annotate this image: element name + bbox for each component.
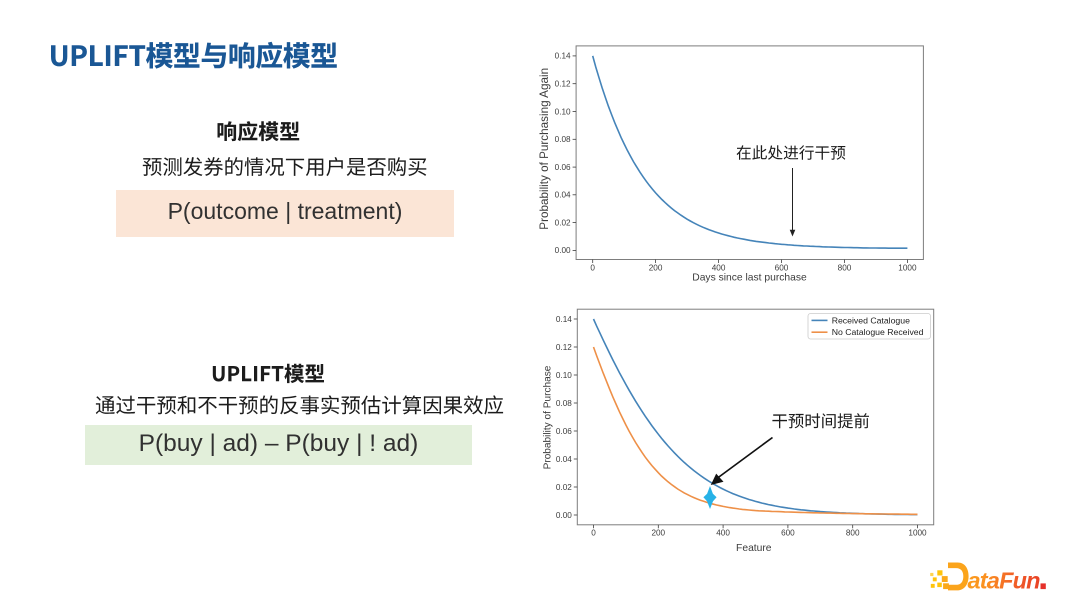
svg-text:Feature: Feature: [736, 543, 772, 554]
svg-text:No Catalogue Received: No Catalogue Received: [832, 327, 924, 337]
svg-text:0.08: 0.08: [556, 399, 572, 408]
svg-text:200: 200: [651, 529, 665, 538]
svg-text:0: 0: [591, 529, 596, 538]
svg-text:Probability of Purchase: Probability of Purchase: [542, 365, 553, 469]
svg-text:600: 600: [781, 529, 795, 538]
svg-text:0.00: 0.00: [556, 511, 572, 520]
svg-text:0.04: 0.04: [556, 455, 572, 464]
svg-text:0.04: 0.04: [555, 191, 571, 200]
svg-text:Received Catalogue: Received Catalogue: [832, 315, 910, 325]
svg-text:400: 400: [712, 264, 726, 273]
svg-text:0.14: 0.14: [555, 52, 571, 61]
svg-text:800: 800: [838, 264, 852, 273]
svg-text:1000: 1000: [908, 529, 927, 538]
svg-text:ataFun: ataFun: [968, 567, 1041, 593]
svg-text:600: 600: [775, 264, 789, 273]
svg-text:200: 200: [649, 264, 663, 273]
svg-text:400: 400: [716, 529, 730, 538]
svg-text:0.06: 0.06: [556, 427, 572, 436]
svg-text:0.12: 0.12: [556, 343, 572, 352]
svg-text:0.02: 0.02: [556, 483, 572, 492]
svg-text:0.12: 0.12: [555, 80, 571, 89]
svg-text:0.06: 0.06: [555, 163, 571, 172]
svg-text:0.08: 0.08: [555, 135, 571, 144]
svg-text:0.14: 0.14: [556, 315, 572, 324]
svg-text:0: 0: [590, 264, 595, 273]
svg-text:0.00: 0.00: [555, 246, 571, 255]
svg-text:1000: 1000: [898, 264, 917, 273]
svg-text:Probability of Purchasing Agai: Probability of Purchasing Again: [538, 68, 551, 230]
svg-text:Days since last purchase: Days since last purchase: [692, 273, 807, 284]
svg-text:800: 800: [846, 529, 860, 538]
svg-text:0.10: 0.10: [555, 107, 571, 116]
svg-text:0.10: 0.10: [556, 371, 572, 380]
svg-text:0.02: 0.02: [555, 218, 571, 227]
